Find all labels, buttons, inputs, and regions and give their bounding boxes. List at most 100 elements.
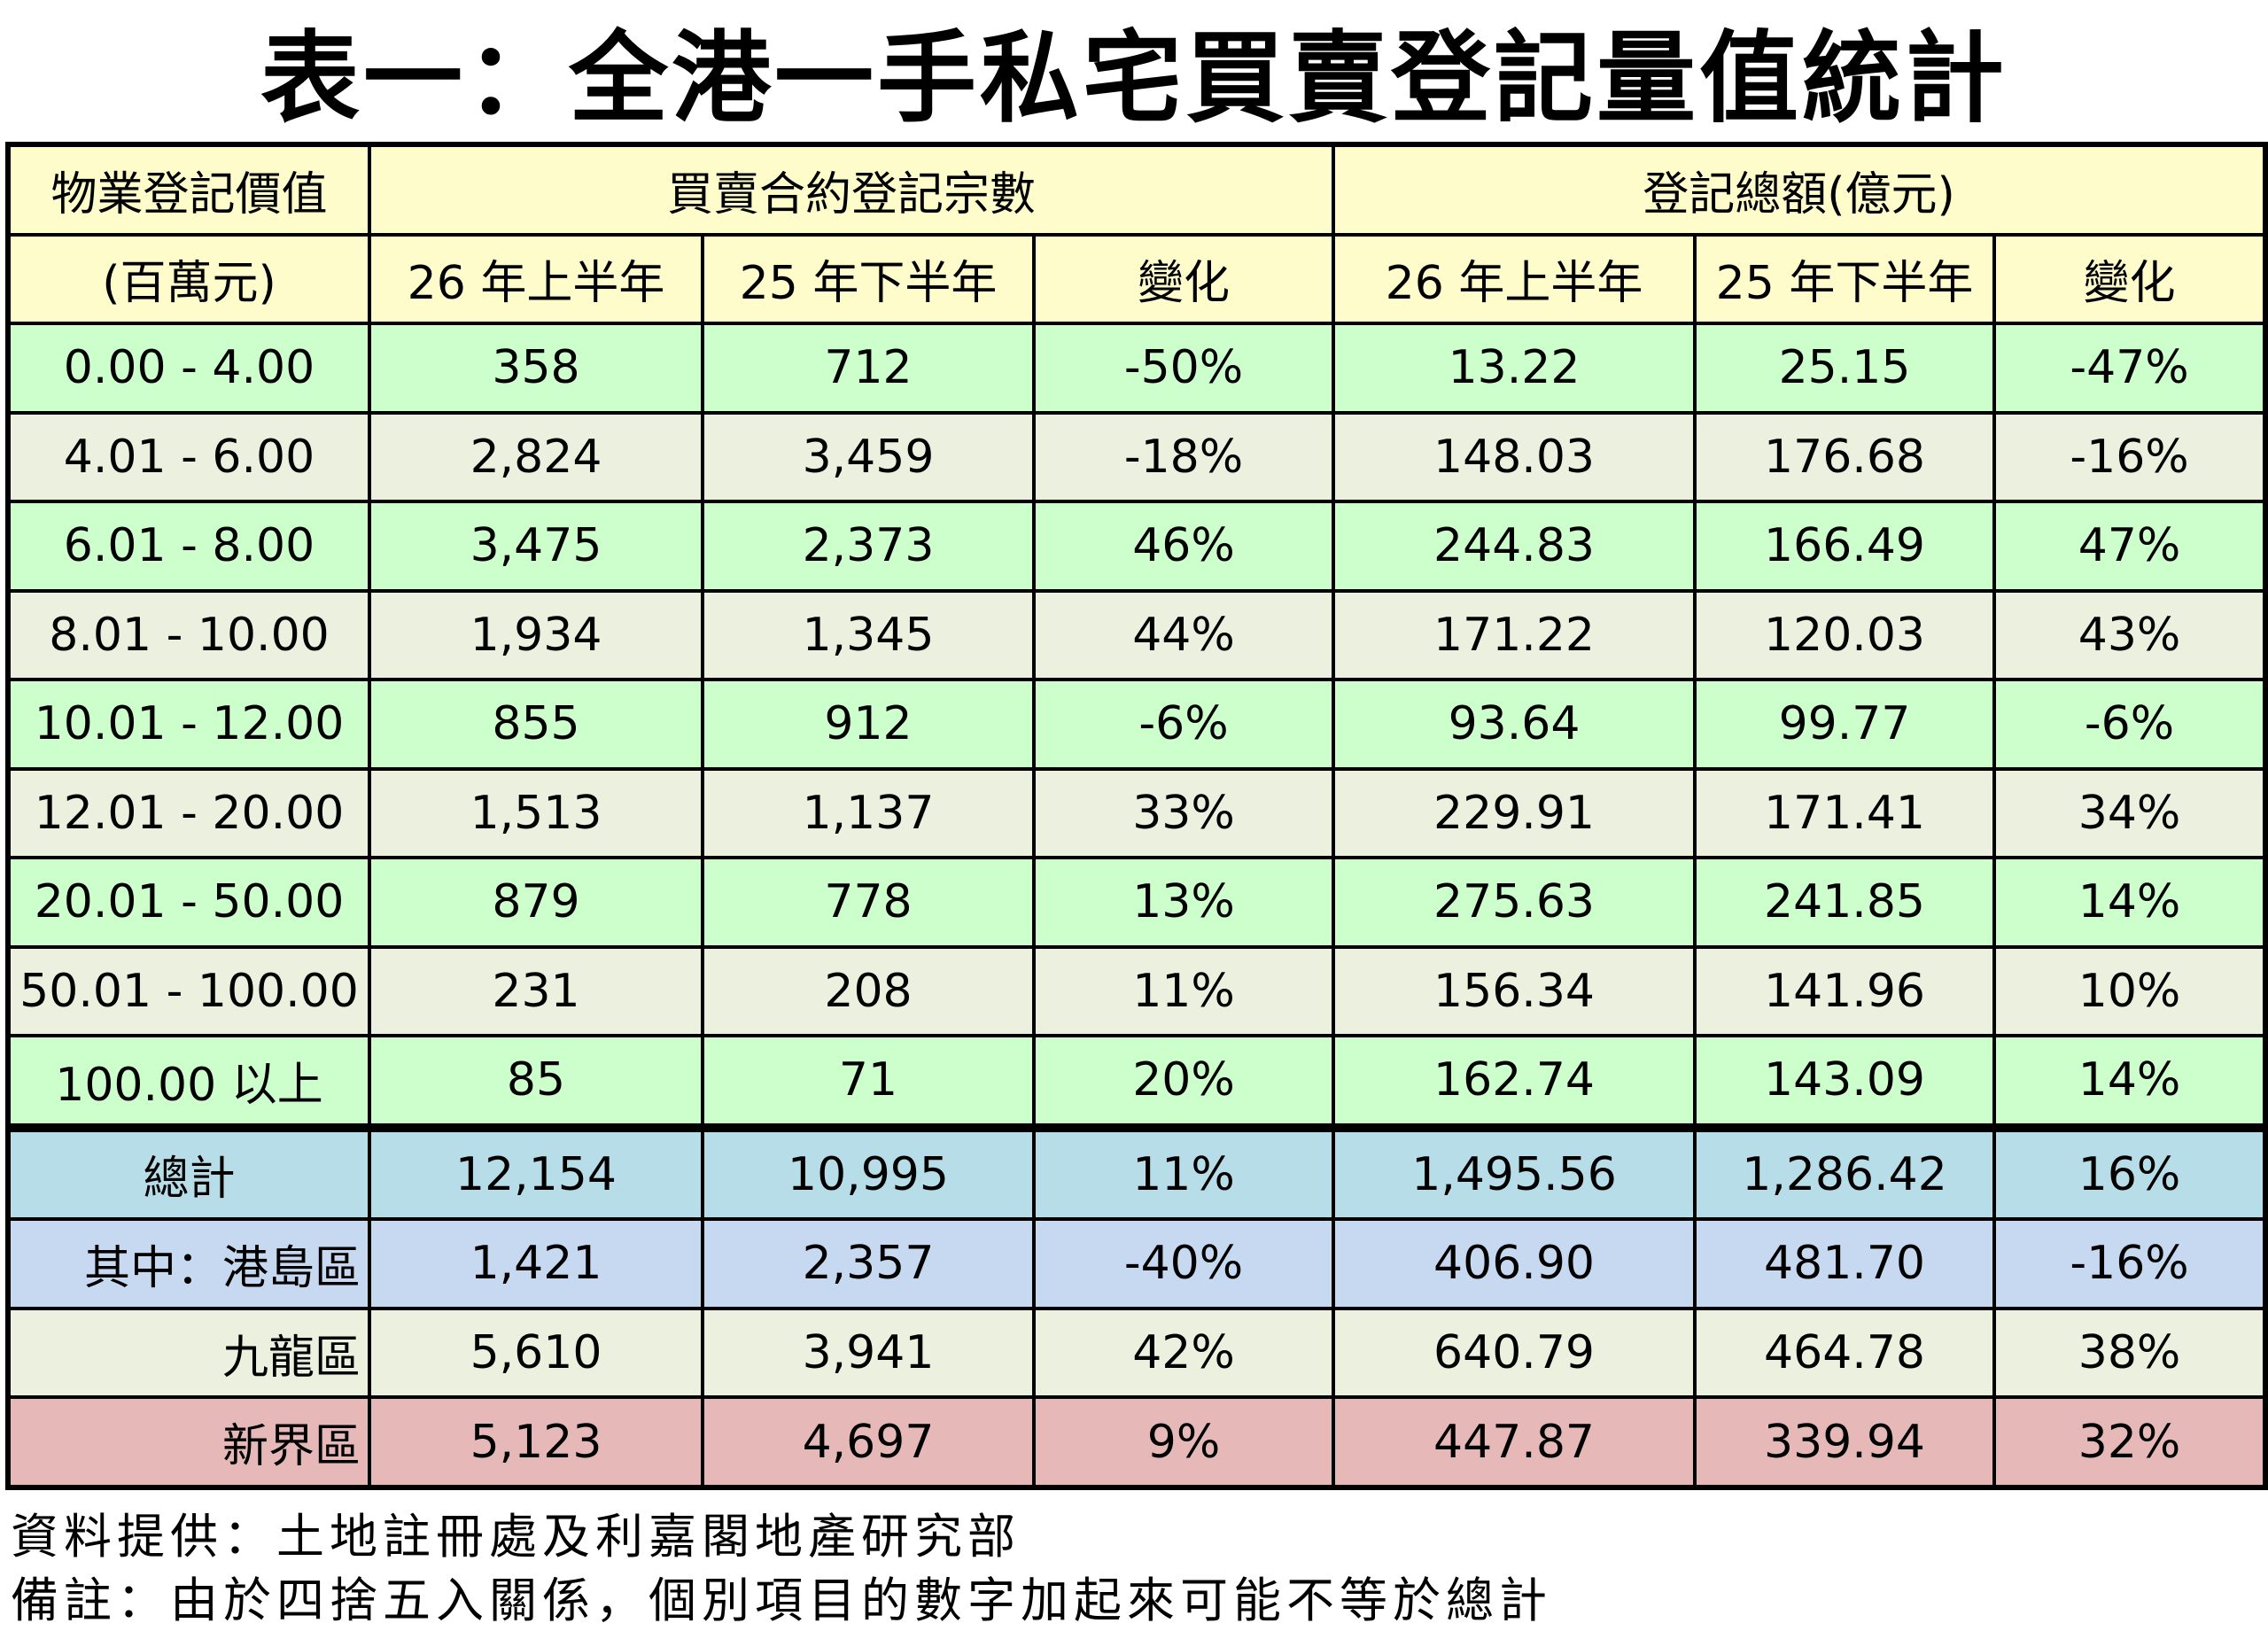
cell-amount-previous: 176.68: [1693, 410, 1997, 504]
group-header-amount: 登記總額(億元): [1332, 143, 2268, 237]
row-label: 0.00 - 4.00: [6, 322, 371, 415]
cell-amount-current: 447.87: [1332, 1395, 1697, 1489]
region-row-hk-island: 其中：港島區 1,421 2,357 -40% 406.90 481.70 -1…: [6, 1217, 2268, 1310]
cell-count-current: 358: [368, 322, 704, 415]
header-row-2: (百萬元) 26 年上半年 25 年下半年 變化 26 年上半年 25 年下半年…: [6, 232, 2268, 326]
cell-amount-previous: 143.09: [1693, 1034, 1997, 1130]
cell-count-previous: 10,995: [701, 1122, 1036, 1222]
cell-amount-change: 43%: [1992, 588, 2268, 682]
cell-amount-change: -16%: [1992, 410, 2268, 504]
cell-count-previous: 2,373: [701, 500, 1036, 593]
cell-amount-previous: 1,286.42: [1693, 1122, 1997, 1222]
stats-table: 物業登記價值 買賣合約登記宗數 登記總額(億元) (百萬元) 26 年上半年 2…: [5, 142, 2268, 1490]
table-row: 6.01 - 8.00 3,475 2,373 46% 244.83 166.4…: [6, 500, 2268, 593]
cell-count-change: 46%: [1031, 500, 1336, 593]
cell-amount-change: -47%: [1992, 322, 2268, 415]
cell-count-previous: 2,357: [701, 1217, 1036, 1310]
cell-amount-current: 406.90: [1332, 1217, 1697, 1310]
table-row: 0.00 - 4.00 358 712 -50% 13.22 25.15 -47…: [6, 322, 2268, 415]
total-label: 總計: [6, 1122, 371, 1222]
table-row: 100.00 以上 85 71 20% 162.74 143.09 14%: [6, 1034, 2268, 1130]
row-label: 20.01 - 50.00: [6, 856, 371, 949]
cell-count-previous: 3,941: [701, 1306, 1036, 1400]
cell-amount-previous: 141.96: [1693, 944, 1997, 1038]
cell-count-current: 1,421: [368, 1217, 704, 1310]
cell-count-current: 5,610: [368, 1306, 704, 1400]
cell-count-change: 11%: [1031, 1122, 1336, 1222]
cell-amount-current: 148.03: [1332, 410, 1697, 504]
table-row: 12.01 - 20.00 1,513 1,137 33% 229.91 171…: [6, 766, 2268, 860]
region-label: 其中：港島區: [6, 1217, 371, 1310]
cell-count-current: 5,123: [368, 1395, 704, 1489]
cell-count-current: 2,824: [368, 410, 704, 504]
cell-amount-previous: 339.94: [1693, 1395, 1997, 1489]
header-row-1: 物業登記價值 買賣合約登記宗數 登記總額(億元): [6, 143, 2268, 237]
cell-amount-change: 14%: [1992, 856, 2268, 949]
cell-amount-change: 34%: [1992, 766, 2268, 860]
cell-amount-change: 38%: [1992, 1306, 2268, 1400]
cell-count-previous: 3,459: [701, 410, 1036, 504]
source-note: 資料提供：土地註冊處及利嘉閣地產研究部: [11, 1509, 1021, 1565]
cell-amount-change: 10%: [1992, 944, 2268, 1038]
cell-count-change: -18%: [1031, 410, 1336, 504]
cell-amount-previous: 25.15: [1693, 322, 1997, 415]
cell-count-change: 33%: [1031, 766, 1336, 860]
remark-note: 備註：由於四捨五入關係，個別項目的數字加起來可能不等於總計: [11, 1573, 1552, 1628]
cell-amount-current: 275.63: [1332, 856, 1697, 949]
region-row-new-territories: 新界區 5,123 4,697 9% 447.87 339.94 32%: [6, 1395, 2268, 1489]
row-label: 10.01 - 12.00: [6, 678, 371, 771]
cell-count-previous: 208: [701, 944, 1036, 1038]
cell-amount-change: 14%: [1992, 1034, 2268, 1130]
header-amount-change: 變化: [1992, 232, 2268, 326]
cell-count-previous: 4,697: [701, 1395, 1036, 1489]
row-label: 50.01 - 100.00: [6, 944, 371, 1038]
header-count-change: 變化: [1031, 232, 1336, 326]
cell-count-current: 3,475: [368, 500, 704, 593]
cell-count-previous: 912: [701, 678, 1036, 771]
region-row-kowloon: 九龍區 5,610 3,941 42% 640.79 464.78 38%: [6, 1306, 2268, 1400]
row-label: 4.01 - 6.00: [6, 410, 371, 504]
cell-count-previous: 71: [701, 1034, 1036, 1130]
table-row: 10.01 - 12.00 855 912 -6% 93.64 99.77 -6…: [6, 678, 2268, 771]
cell-amount-current: 640.79: [1332, 1306, 1697, 1400]
cell-count-previous: 778: [701, 856, 1036, 949]
table-row: 50.01 - 100.00 231 208 11% 156.34 141.96…: [6, 944, 2268, 1038]
cell-count-current: 855: [368, 678, 704, 771]
cell-amount-current: 162.74: [1332, 1034, 1697, 1130]
row-label: 8.01 - 10.00: [6, 588, 371, 682]
table-row: 8.01 - 10.00 1,934 1,345 44% 171.22 120.…: [6, 588, 2268, 682]
page-title: 表一：全港一手私宅買賣登記量值統計: [260, 21, 2008, 136]
col-label-line2: (百萬元): [6, 232, 371, 326]
cell-count-current: 1,934: [368, 588, 704, 682]
cell-amount-previous: 464.78: [1693, 1306, 1997, 1400]
cell-count-current: 12,154: [368, 1122, 704, 1222]
cell-count-previous: 1,137: [701, 766, 1036, 860]
cell-count-change: 42%: [1031, 1306, 1336, 1400]
cell-amount-current: 156.34: [1332, 944, 1697, 1038]
header-count-previous: 25 年下半年: [701, 232, 1036, 326]
cell-amount-previous: 241.85: [1693, 856, 1997, 949]
row-label: 12.01 - 20.00: [6, 766, 371, 860]
cell-count-change: -40%: [1031, 1217, 1336, 1310]
header-count-current: 26 年上半年: [368, 232, 704, 326]
cell-count-change: 20%: [1031, 1034, 1336, 1130]
table-row: 20.01 - 50.00 879 778 13% 275.63 241.85 …: [6, 856, 2268, 949]
col-label-line1: 物業登記價值: [6, 143, 371, 237]
row-label: 100.00 以上: [6, 1034, 371, 1130]
cell-amount-current: 13.22: [1332, 322, 1697, 415]
cell-amount-current: 244.83: [1332, 500, 1697, 593]
cell-amount-change: 32%: [1992, 1395, 2268, 1489]
cell-amount-current: 171.22: [1332, 588, 1697, 682]
cell-amount-previous: 171.41: [1693, 766, 1997, 860]
cell-count-change: -50%: [1031, 322, 1336, 415]
cell-amount-previous: 481.70: [1693, 1217, 1997, 1310]
header-amount-current: 26 年上半年: [1332, 232, 1697, 326]
total-row: 總計 12,154 10,995 11% 1,495.56 1,286.42 1…: [6, 1122, 2268, 1222]
cell-count-change: 9%: [1031, 1395, 1336, 1489]
row-label: 6.01 - 8.00: [6, 500, 371, 593]
table-row: 4.01 - 6.00 2,824 3,459 -18% 148.03 176.…: [6, 410, 2268, 504]
cell-amount-previous: 99.77: [1693, 678, 1997, 771]
cell-amount-change: 47%: [1992, 500, 2268, 593]
region-label: 九龍區: [6, 1306, 371, 1400]
cell-count-current: 231: [368, 944, 704, 1038]
